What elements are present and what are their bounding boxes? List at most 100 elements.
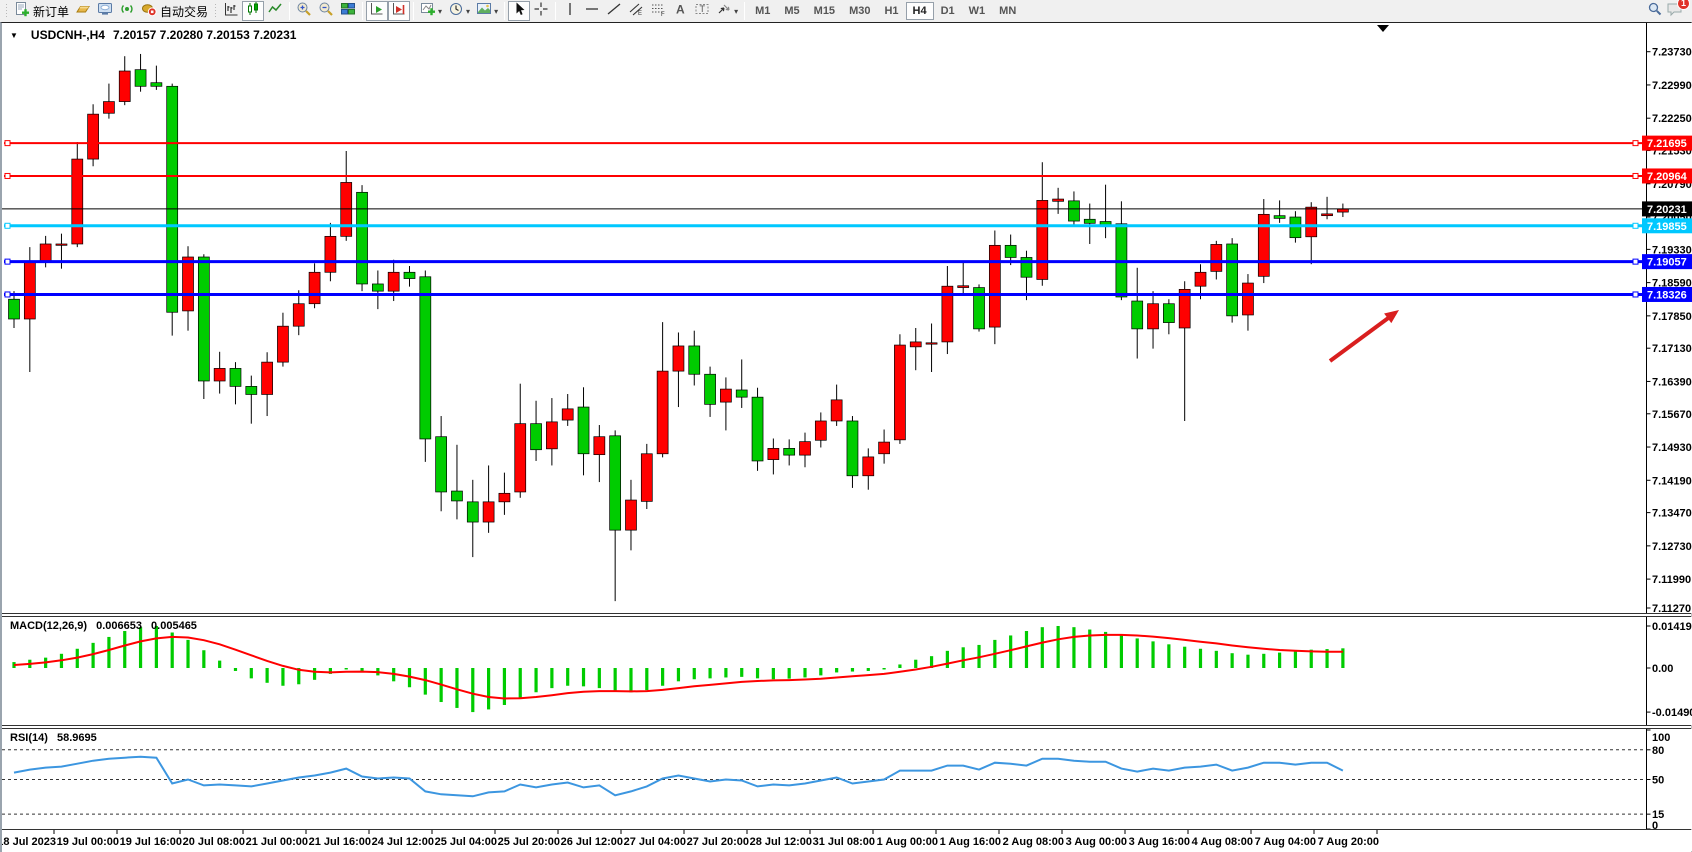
chart-dropdown-icon[interactable]: ▼ xyxy=(10,30,18,40)
autotrade-button[interactable]: 自动交易 xyxy=(138,1,211,21)
macd-signal-value: 0.005465 xyxy=(151,620,197,632)
macd-canvas[interactable]: 0.014199 0.00 -0.014902 xyxy=(2,617,1692,725)
auto-scroll-button[interactable] xyxy=(366,1,389,22)
svg-text:7.21695: 7.21695 xyxy=(1647,138,1687,150)
text-button[interactable]: A xyxy=(669,1,691,21)
macd-pane: 0.014199 0.00 -0.014902 MACD(12,26,9) 0.00… xyxy=(2,617,1692,725)
channel-button[interactable]: E xyxy=(625,1,647,21)
svg-text:1 Aug 00:00: 1 Aug 00:00 xyxy=(877,836,938,848)
terminal-button[interactable] xyxy=(94,1,116,21)
toolbar: 新订单 xyxy=(0,0,1692,22)
svg-text:7.15670: 7.15670 xyxy=(1652,409,1692,421)
signal-button[interactable] xyxy=(116,1,138,21)
chevron-down-icon: ▾ xyxy=(494,6,499,16)
crosshair-icon xyxy=(533,1,549,22)
rsi-value: 58.9695 xyxy=(56,732,97,744)
tile-windows-icon xyxy=(340,1,356,22)
tab-timeframe-h4[interactable]: H4 xyxy=(905,2,934,20)
templates-button[interactable]: ▾ xyxy=(473,1,501,21)
bar-chart-button[interactable] xyxy=(220,1,242,21)
tab-timeframe-m30[interactable]: M30 xyxy=(849,5,871,17)
tab-timeframe-m15[interactable]: M15 xyxy=(813,5,836,17)
toolbar-grip[interactable] xyxy=(4,3,9,19)
notification-badge: 1 xyxy=(1677,0,1690,10)
svg-text:28 Jul 12:00: 28 Jul 12:00 xyxy=(750,836,812,848)
svg-text:20 Jul 08:00: 20 Jul 08:00 xyxy=(183,836,245,848)
svg-text:7.14190: 7.14190 xyxy=(1652,475,1692,487)
tab-timeframe-m1[interactable]: M1 xyxy=(755,5,771,17)
crosshair-button[interactable] xyxy=(530,1,552,21)
candlestick-chart-icon xyxy=(245,1,261,22)
svg-text:7.18326: 7.18326 xyxy=(1647,289,1687,301)
svg-text:F: F xyxy=(661,12,665,17)
chart-window: 7.23730 7.22990 7.22250 7.21530 7.20790 7.200… xyxy=(0,22,1692,852)
chevron-down-icon: ▾ xyxy=(438,6,443,16)
pane-splitter[interactable] xyxy=(2,725,1691,729)
svg-text:E: E xyxy=(638,11,642,17)
toolbar-separator xyxy=(504,2,506,20)
svg-text:3 Aug 00:00: 3 Aug 00:00 xyxy=(1066,836,1127,848)
svg-text:18 Jul 2023: 18 Jul 2023 xyxy=(2,836,56,848)
tab-timeframe-m5[interactable]: M5 xyxy=(784,5,800,17)
arrows-button[interactable]: ▾ xyxy=(713,1,741,21)
chart-shift-button[interactable] xyxy=(388,1,411,21)
svg-text:7.17130: 7.17130 xyxy=(1652,343,1692,355)
tab-timeframe-mn[interactable]: MN xyxy=(999,5,1017,17)
horizontal-line-button[interactable] xyxy=(581,1,603,21)
price-chart-canvas[interactable]: 7.237307.229907.222507.215307.207907.200… xyxy=(2,23,1692,613)
svg-text:1 Aug 16:00: 1 Aug 16:00 xyxy=(940,836,1001,848)
svg-text:80: 80 xyxy=(1652,745,1664,757)
svg-text:7.14930: 7.14930 xyxy=(1652,442,1692,454)
macd-name: MACD(12,26,9) xyxy=(10,620,88,632)
chart-title: ▼ USDCNH-,H4 7.20157 7.20280 7.20153 7.2… xyxy=(10,28,296,42)
chat-button[interactable]: 1 xyxy=(1666,0,1690,22)
search-icon xyxy=(1647,1,1663,22)
autotrade-label: 自动交易 xyxy=(160,4,209,19)
vertical-line-button[interactable] xyxy=(559,1,581,21)
trendline-button[interactable] xyxy=(603,1,625,21)
time-axis[interactable]: 18 Jul 2023 19 Jul 00:00 19 Jul 16:00 20 Ju… xyxy=(0,829,1692,852)
market-icon xyxy=(75,1,91,22)
svg-text:21 Jul 00:00: 21 Jul 00:00 xyxy=(246,836,308,848)
horizontal-line-icon xyxy=(584,1,600,22)
svg-text:7.22990: 7.22990 xyxy=(1652,80,1692,92)
tab-timeframe-d1[interactable]: D1 xyxy=(940,5,955,17)
toolbar-grip[interactable] xyxy=(213,3,219,19)
indicators-button[interactable]: ▾ xyxy=(417,1,445,21)
zoom-out-button[interactable] xyxy=(315,1,337,21)
fibonacci-button[interactable]: F xyxy=(647,1,669,21)
zoom-in-button[interactable] xyxy=(293,1,315,21)
candlestick-chart-button[interactable] xyxy=(242,1,265,22)
svg-text:19 Jul 16:00: 19 Jul 16:00 xyxy=(120,836,182,848)
fibonacci-icon: F xyxy=(650,1,666,22)
new-order-button[interactable]: 新订单 xyxy=(11,1,72,21)
svg-text:3 Aug 16:00: 3 Aug 16:00 xyxy=(1129,836,1190,848)
svg-text:7.11270: 7.11270 xyxy=(1652,603,1691,613)
terminal-icon xyxy=(97,1,113,22)
svg-text:0: 0 xyxy=(1652,820,1658,829)
toolbar-separator xyxy=(744,2,746,20)
svg-text:100: 100 xyxy=(1652,732,1670,744)
text-label-button[interactable]: T xyxy=(691,1,713,21)
svg-text:31 Jul 08:00: 31 Jul 08:00 xyxy=(813,836,875,848)
periods-icon xyxy=(448,1,464,22)
search-button[interactable] xyxy=(1644,1,1666,21)
tab-timeframe-h1[interactable]: H1 xyxy=(884,5,899,17)
main-chart-pane: 7.23730 7.22990 7.22250 7.21530 7.20790 7.200… xyxy=(2,23,1692,613)
macd-label: MACD(12,26,9) 0.006653 0.005465 xyxy=(10,620,197,632)
rsi-pane: 100 80 50 15 0 RSI(14) 58.9695 xyxy=(2,729,1692,829)
tile-windows-button[interactable] xyxy=(337,1,359,21)
autotrade-icon xyxy=(141,1,157,22)
svg-text:7.11990: 7.11990 xyxy=(1652,574,1691,586)
svg-text:7.20964: 7.20964 xyxy=(1647,171,1688,183)
svg-text:24 Jul 12:00: 24 Jul 12:00 xyxy=(372,836,434,848)
market-button[interactable] xyxy=(72,1,94,21)
text-icon: A xyxy=(672,1,688,22)
tab-timeframe-w1[interactable]: W1 xyxy=(968,5,986,17)
periods-button[interactable]: ▾ xyxy=(445,1,473,21)
pane-splitter[interactable] xyxy=(2,613,1691,617)
cursor-button[interactable] xyxy=(508,1,531,21)
line-chart-button[interactable] xyxy=(264,1,286,21)
auto-scroll-icon xyxy=(369,1,385,22)
